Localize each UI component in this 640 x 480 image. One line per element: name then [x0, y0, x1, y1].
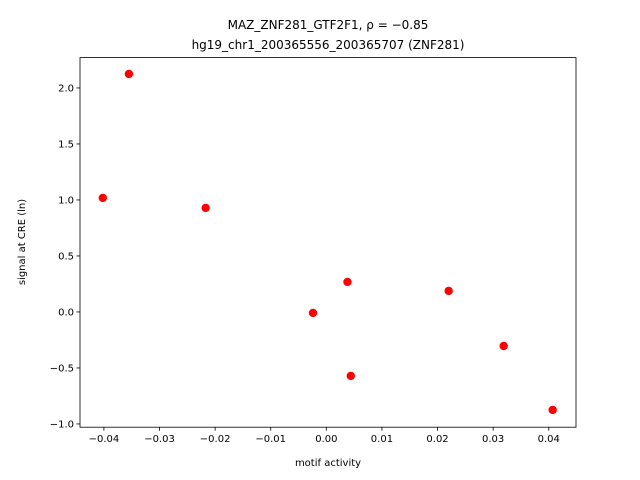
- y-tick-label: 0.5: [58, 251, 74, 262]
- point: [499, 341, 508, 351]
- x-tick-label: −0.02: [200, 434, 231, 445]
- x-tick-label: 0.04: [538, 434, 560, 445]
- x-tick-label: 0.01: [371, 434, 393, 445]
- point: [548, 405, 557, 415]
- y-axis-label: signal at CRE (ln): [17, 199, 28, 285]
- y-tick-label: −1.0: [50, 419, 74, 430]
- point: [98, 193, 107, 203]
- x-tick-label: 0.00: [315, 434, 337, 445]
- x-tick-label: 0.02: [426, 434, 448, 445]
- y-tick-label: −0.5: [50, 363, 74, 374]
- chart-title: MAZ_ZNF281_GTF2F1, ρ = −0.85: [228, 18, 429, 32]
- point: [444, 286, 453, 296]
- y-tick-label: 0.0: [58, 307, 74, 318]
- chart-subtitle: hg19_chr1_200365556_200365707 (ZNF281): [192, 38, 465, 52]
- x-tick-label: −0.01: [255, 434, 286, 445]
- point: [343, 277, 352, 287]
- point: [124, 69, 134, 79]
- x-tick-label: −0.03: [144, 434, 175, 445]
- point: [346, 371, 355, 381]
- y-tick-label: 1.5: [58, 139, 74, 150]
- point: [201, 203, 210, 213]
- y-tick-label: 1.0: [58, 195, 74, 206]
- y-tick-label: 2.0: [58, 83, 74, 94]
- plot-frame: [79, 57, 577, 428]
- x-tick-label: −0.04: [89, 434, 120, 445]
- point: [308, 308, 318, 318]
- x-tick-label: 0.03: [482, 434, 504, 445]
- x-axis-label: motif activity: [295, 458, 361, 469]
